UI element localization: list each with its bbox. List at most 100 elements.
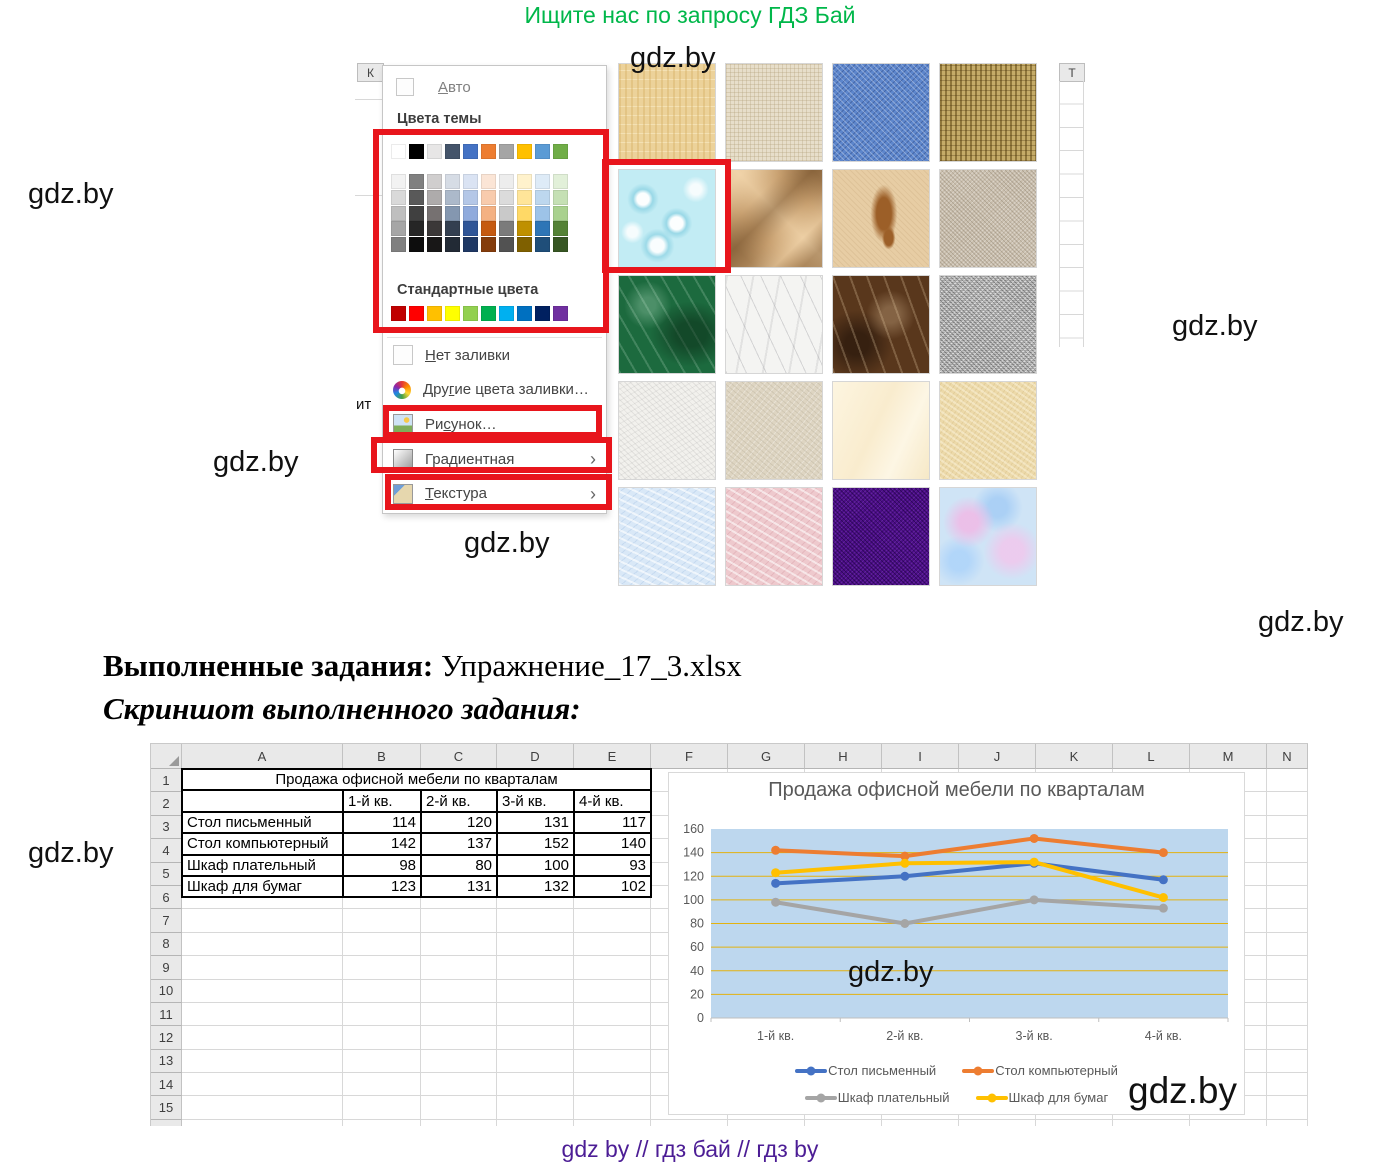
texture-fish-fossil[interactable]	[832, 169, 930, 268]
data-point[interactable]	[1029, 857, 1039, 867]
sheet-cell[interactable]	[574, 1096, 651, 1120]
data-point[interactable]	[1158, 875, 1168, 885]
sheet-cell[interactable]	[421, 932, 497, 957]
sheet-cell[interactable]	[182, 1119, 343, 1126]
theme-tint-swatch[interactable]	[535, 174, 550, 189]
column-header-E[interactable]: E	[574, 744, 651, 769]
theme-tint-swatch[interactable]	[409, 221, 424, 237]
sheet-cell[interactable]	[1267, 769, 1308, 793]
sheet-cell[interactable]	[421, 979, 497, 1003]
value-cell[interactable]: 152	[496, 832, 575, 856]
legend-item[interactable]: Шкаф для бумаг	[975, 1090, 1108, 1105]
sheet-cell[interactable]	[1267, 979, 1308, 1003]
theme-color-swatch[interactable]	[463, 144, 478, 159]
sheet-cell[interactable]	[182, 1049, 343, 1074]
column-header-N[interactable]: N	[1267, 744, 1308, 769]
data-point[interactable]	[900, 851, 910, 861]
item-name-cell[interactable]: Стол компьютерный	[181, 832, 344, 856]
column-header-J[interactable]: J	[959, 744, 1036, 769]
value-cell[interactable]: 132	[496, 874, 575, 899]
table-blank-cell[interactable]	[181, 789, 344, 813]
sheet-cell[interactable]	[343, 1096, 421, 1120]
standard-color-swatch[interactable]	[409, 306, 424, 321]
theme-tint-swatch[interactable]	[499, 205, 514, 221]
data-point[interactable]	[900, 858, 910, 868]
texture-water-droplets-selected[interactable]	[618, 169, 716, 268]
column-header-I[interactable]: I	[882, 744, 959, 769]
standard-color-swatch[interactable]	[553, 306, 568, 321]
theme-tint-swatch[interactable]	[427, 189, 442, 205]
sales-chart[interactable]: 0 20 40 60 80 100 120 140 160 1-й кв. 2-й кв. 3-й к…	[668, 772, 1245, 1115]
sheet-cell[interactable]	[343, 909, 421, 933]
row-header-9[interactable]: 9	[151, 956, 182, 980]
sheet-cell[interactable]	[182, 1073, 343, 1097]
series-line[interactable]	[773, 836, 1166, 859]
theme-tint-swatch[interactable]	[427, 205, 442, 221]
theme-color-swatch[interactable]	[481, 144, 496, 159]
theme-tint-swatch[interactable]	[445, 205, 460, 221]
row-header-7[interactable]: 7	[151, 909, 182, 933]
texture-purple-mesh[interactable]	[832, 487, 930, 586]
data-point[interactable]	[771, 845, 781, 855]
legend-item[interactable]: Стол компьютерный	[962, 1063, 1118, 1078]
sheet-cell[interactable]	[1267, 932, 1308, 957]
texture-stationery[interactable]	[939, 381, 1037, 480]
texture-paper-bag[interactable]	[725, 169, 823, 268]
column-header-G[interactable]: G	[728, 744, 805, 769]
sheet-cell[interactable]	[574, 909, 651, 933]
row-header-1[interactable]: 1	[151, 769, 182, 793]
column-header-B[interactable]: B	[343, 744, 421, 769]
value-cell[interactable]: 117	[573, 810, 652, 835]
texture-blue-tissue-paper[interactable]	[618, 487, 716, 586]
menu-item-auto[interactable]: Авто	[383, 74, 606, 100]
row-header-8[interactable]: 8	[151, 932, 182, 957]
standard-color-swatch[interactable]	[517, 306, 532, 321]
column-header-D[interactable]: D	[497, 744, 574, 769]
sheet-cell[interactable]	[1036, 1119, 1113, 1126]
theme-tint-swatch[interactable]	[391, 221, 406, 237]
theme-tint-swatch[interactable]	[445, 221, 460, 237]
series-line[interactable]	[773, 897, 1166, 926]
sheet-cell[interactable]	[1267, 862, 1308, 886]
sheet-cell[interactable]	[421, 1002, 497, 1027]
sheet-cell[interactable]	[1267, 1073, 1308, 1097]
data-point[interactable]	[771, 868, 781, 878]
column-header-H[interactable]: H	[805, 744, 882, 769]
sheet-cell[interactable]	[421, 1026, 497, 1050]
value-cell[interactable]: 131	[496, 810, 575, 835]
theme-tint-swatch[interactable]	[445, 237, 460, 253]
sheet-cell[interactable]	[1267, 839, 1308, 863]
item-name-cell[interactable]: Шкаф плательный	[181, 853, 344, 877]
theme-tint-swatch[interactable]	[409, 237, 424, 253]
theme-tint-swatch[interactable]	[553, 205, 568, 221]
legend-item[interactable]: Шкаф плательный	[804, 1090, 950, 1105]
theme-color-swatch[interactable]	[535, 144, 550, 159]
theme-tint-swatch[interactable]	[409, 189, 424, 205]
texture-canvas[interactable]	[725, 63, 823, 162]
series-line[interactable]	[773, 860, 1166, 900]
value-cell[interactable]: 93	[573, 853, 652, 877]
sheet-cell[interactable]	[882, 1119, 959, 1126]
sheet-cell[interactable]	[728, 1119, 805, 1126]
table-title-cell[interactable]: Продажа офисной мебели по кварталам	[181, 767, 652, 792]
sheet-cell[interactable]	[182, 1096, 343, 1120]
theme-tint-swatch[interactable]	[409, 174, 424, 189]
sheet-cell[interactable]	[1190, 1119, 1267, 1126]
sheet-cell[interactable]	[421, 956, 497, 980]
theme-tint-swatch[interactable]	[463, 189, 478, 205]
sheet-cell[interactable]	[182, 956, 343, 980]
theme-tint-swatch[interactable]	[481, 174, 496, 189]
sheet-cell[interactable]	[182, 1002, 343, 1027]
sheet-cell[interactable]	[1113, 1119, 1190, 1126]
sheet-cell[interactable]	[421, 909, 497, 933]
standard-color-swatch[interactable]	[499, 306, 514, 321]
theme-color-swatch[interactable]	[409, 144, 424, 159]
sheet-cell[interactable]	[1267, 956, 1308, 980]
theme-tint-swatch[interactable]	[553, 237, 568, 253]
texture-papyrus[interactable]	[618, 63, 716, 162]
theme-tint-swatch[interactable]	[553, 189, 568, 205]
row-header-10[interactable]: 10	[151, 979, 182, 1003]
quarter-header-cell[interactable]: 2-й кв.	[420, 789, 498, 813]
quarter-header-cell[interactable]: 3-й кв.	[496, 789, 575, 813]
texture-pink-tissue-paper[interactable]	[725, 487, 823, 586]
